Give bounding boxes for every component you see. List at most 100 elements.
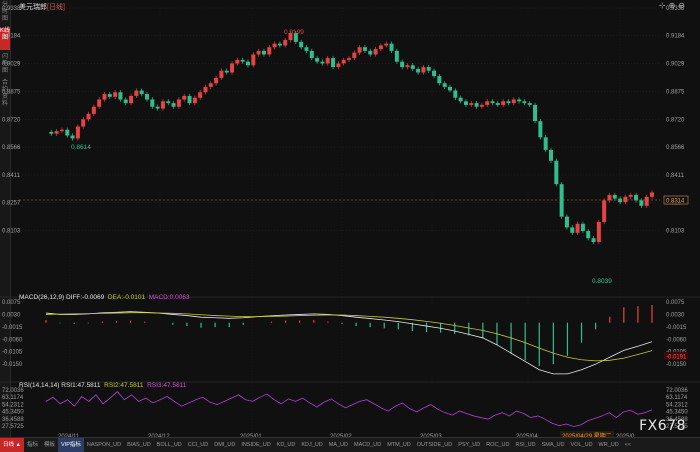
price-tick-label-left: 0.9184 (2, 34, 21, 40)
candle-body (49, 131, 54, 134)
candle-body (208, 83, 213, 87)
rsi-legend-rsi3: RSI3:47.5811 (147, 382, 187, 389)
bottom-tab-17[interactable]: ROC_UD (486, 442, 510, 448)
chart-title: 美元瑞郎[日线] (19, 2, 65, 12)
tab-contract-info[interactable]: 合约资料 (1, 80, 8, 107)
candle-body (485, 101, 490, 105)
candle-body (309, 50, 314, 59)
candle-body (564, 216, 569, 228)
bottom-tab-21[interactable]: WR_UD (598, 442, 619, 448)
candle-body (442, 83, 447, 87)
bottom-tab-19[interactable]: SMA_UD (541, 442, 565, 448)
candle-body (134, 90, 139, 96)
candle-body (251, 54, 256, 66)
bottom-tab-9[interactable]: INSIDE_UD (241, 442, 271, 448)
candle-body (522, 101, 527, 104)
bottom-tab-22[interactable]: << (624, 442, 632, 448)
date-tick-label: 2024/12 (148, 434, 170, 437)
candle-body (203, 86, 208, 93)
macd-panel: 0.0075 0.0075 0.0030 0.0030 -0.0015 -0.0015 -0… (0, 296, 700, 375)
candle-body (304, 47, 309, 51)
watermark-logo: FX678 (639, 418, 686, 434)
candle-body (267, 47, 272, 55)
bottom-tab-20[interactable]: VOL_UD (570, 442, 593, 448)
tab-flash[interactable]: 闪电图 (1, 54, 8, 74)
price-tick-label-left: 0.9338 (2, 6, 21, 12)
candle-body (373, 49, 378, 55)
low-right-annotation: 0.8039 (592, 278, 612, 285)
date-tick-label: 2025/02 (330, 434, 352, 437)
candle-body (517, 99, 522, 102)
rsi-tick-label: 45.3450 (666, 410, 688, 416)
bottom-tab-11[interactable]: KDJ_UD (301, 442, 323, 448)
candle-body (86, 113, 91, 120)
candle-body (261, 50, 266, 55)
rsi-panel: 72.003672.003663.117463.117454.231254.23… (0, 381, 700, 430)
rsi-tick-label: 72.0036 (666, 388, 688, 394)
bottom-tab-13[interactable]: MACD_UD (354, 442, 382, 448)
candle-body (331, 58, 336, 68)
candle-body (320, 61, 325, 64)
price-tick-label-left: 0.8875 (2, 89, 21, 95)
grid-lines (19, 7, 660, 432)
rsi-tick-label-left: 27.5725 (2, 424, 24, 430)
high-annotation: 0.9199 (284, 29, 304, 36)
candle-body (378, 45, 383, 50)
bottom-tab-16[interactable]: PSY_UD (458, 442, 481, 448)
zoom-out-icon[interactable]: ⊖ (678, 1, 688, 10)
toolbar-icons: ⊹⊕⊖ (659, 1, 688, 10)
bottom-tab-5[interactable]: BIAS_UD (127, 442, 151, 448)
bottom-tab-12[interactable]: MA_UD (328, 442, 348, 448)
bottom-tab-10[interactable]: KD_UD (276, 442, 296, 448)
bottom-tab-8[interactable]: DMI_UD (214, 442, 236, 448)
candle-body (336, 63, 341, 68)
candle-body (618, 198, 623, 203)
price-tick-label: 0.8103 (666, 228, 685, 234)
bottom-tab-7[interactable]: CCI_UD (187, 442, 209, 448)
candle-body (463, 101, 468, 105)
candle-body (469, 103, 474, 105)
tab-timeshare[interactable]: 分时图 (1, 2, 8, 22)
candle-body (400, 61, 405, 68)
candle-body (70, 135, 75, 139)
bottom-tab-2[interactable]: 模板 (44, 442, 56, 448)
bottom-tab-4[interactable]: NASPON_UD (86, 442, 122, 448)
bottom-tab-0[interactable]: 日线 ▲ (0, 438, 24, 452)
candle-body (602, 200, 607, 222)
price-tick-label-left: 0.9029 (2, 62, 21, 68)
candle-body (97, 99, 102, 107)
candle-body (357, 47, 362, 53)
price-tick-label: 0.9029 (666, 62, 685, 68)
rsi-tick-label-left: 36.4588 (2, 417, 24, 423)
candle-body (198, 92, 203, 98)
candle-body (623, 196, 628, 203)
bottom-tab-6[interactable]: BOLL_UD (156, 442, 182, 448)
bottom-tab-14[interactable]: MTM_UD (387, 442, 411, 448)
candle-body (176, 99, 181, 107)
zoom-in-icon[interactable]: ⊕ (668, 1, 679, 10)
tab-kline[interactable]: K线图 (0, 28, 10, 50)
candle-body (315, 58, 320, 62)
candle-body (570, 227, 575, 233)
candle-body (580, 223, 585, 231)
candle-body (240, 59, 245, 62)
candle-body (214, 77, 219, 84)
candle-body (437, 76, 442, 84)
bottom-tab-15[interactable]: OUTSIDE_UD (416, 442, 453, 448)
candle-body (533, 104, 538, 122)
bottom-tab-3[interactable]: VIP指标 (58, 438, 84, 452)
candle-body (362, 47, 367, 51)
macd-current-label: -0.0191 (666, 355, 687, 361)
price-tick-label-left: 0.8257 (2, 201, 21, 207)
macd-tick-label-left: -0.0015 (2, 325, 23, 331)
macd-tick-label-left: -0.0105 (2, 350, 23, 356)
rsi-line (45, 391, 653, 427)
candlestick-chart[interactable]: 0.9338 0.9338 0.9184 0.9184 0.9029 0.9029 0.88… (0, 0, 700, 437)
bottom-tab-18[interactable]: RSI_UD (515, 442, 536, 448)
candle-body (160, 101, 165, 109)
crosshair-icon[interactable]: ⊹ (658, 1, 669, 10)
candle-body (501, 101, 506, 105)
bottom-tab-1[interactable]: 指标 (26, 442, 38, 448)
candle-body (187, 95, 192, 104)
price-tick-label: 0.9338 (666, 6, 685, 12)
